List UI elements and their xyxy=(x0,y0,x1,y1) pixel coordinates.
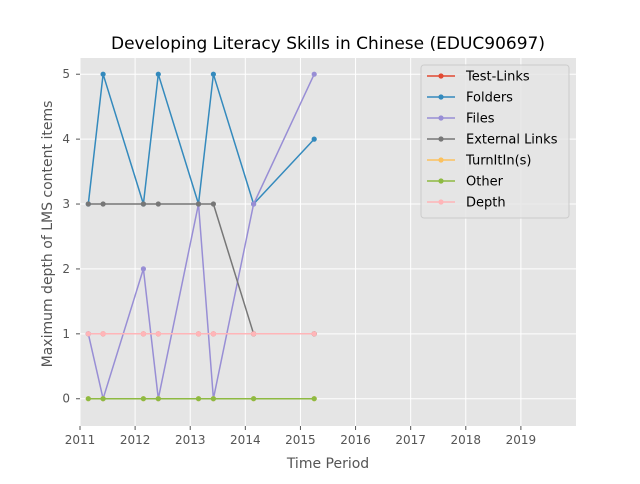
y-tick-label: 2 xyxy=(62,262,70,276)
legend-marker-external-links xyxy=(438,136,444,142)
legend-label-other: Other xyxy=(466,175,504,190)
chart-title: Developing Literacy Skills in Chinese (E… xyxy=(111,34,545,54)
x-tick-label: 2013 xyxy=(175,433,206,447)
data-point-other xyxy=(311,396,317,402)
data-point-depth xyxy=(100,331,106,337)
data-point-depth xyxy=(85,331,91,337)
legend: Test-Links Folders Files External Links Turn… xyxy=(420,64,570,219)
series-layer xyxy=(85,71,317,402)
data-point-external-links xyxy=(100,201,106,207)
y-axis-label: Maximum depth of LMS content items xyxy=(40,101,56,368)
x-tick-label: 2014 xyxy=(230,433,261,447)
x-tick-label: 2017 xyxy=(395,433,426,447)
data-point-external-links xyxy=(195,201,202,207)
legend-marker-files xyxy=(438,115,444,121)
data-point-depth xyxy=(251,331,257,337)
y-tick-label: 1 xyxy=(62,327,70,341)
legend-label-depth: Depth xyxy=(466,196,506,211)
data-point-files xyxy=(140,266,146,272)
series-line-files xyxy=(87,73,315,400)
legend-marker-turnitin-s xyxy=(438,157,444,163)
data-point-depth xyxy=(140,331,146,337)
y-tick-label: 4 xyxy=(62,132,70,146)
data-point-depth xyxy=(155,331,161,337)
x-axis-label: Time Period xyxy=(286,456,369,472)
legend-label-test-links: Test-Links xyxy=(465,70,530,85)
data-point-other xyxy=(100,396,106,402)
data-point-files xyxy=(311,71,317,77)
series-line-external-links xyxy=(88,203,315,335)
data-point-other xyxy=(251,396,257,402)
data-point-folders xyxy=(311,136,317,142)
y-tick-label: 5 xyxy=(62,67,70,81)
legend-label-files: Files xyxy=(466,112,495,127)
data-point-depth xyxy=(311,331,317,337)
y-tick-label: 0 xyxy=(62,392,70,406)
legend-label-folders: Folders xyxy=(466,91,513,106)
data-point-depth xyxy=(210,331,216,337)
x-tick-label: 2011 xyxy=(65,433,96,447)
y-tick-label: 3 xyxy=(62,197,70,211)
legend-box xyxy=(420,64,570,219)
data-point-folders xyxy=(155,71,161,77)
tick-layer: 2011 2012 2013 2014 2015 2016 2017 2018 2019 0 1 2 3… xyxy=(62,67,536,447)
data-point-other xyxy=(140,396,146,402)
legend-marker-test-links xyxy=(438,73,444,79)
x-tick-label: 2019 xyxy=(506,433,537,447)
data-point-external-links xyxy=(85,201,91,207)
x-tick-label: 2016 xyxy=(340,433,371,447)
data-point-other xyxy=(210,396,216,402)
legend-label-external-links: External Links xyxy=(466,133,558,148)
legend-marker-depth xyxy=(438,199,444,205)
data-point-folders xyxy=(210,71,216,77)
legend-marker-other xyxy=(438,178,444,184)
legend-label-turnitin-s: TurnItIn(s) xyxy=(465,154,531,169)
x-tick-label: 2012 xyxy=(120,433,151,447)
series-depth xyxy=(85,331,317,337)
series-line-folders xyxy=(87,73,315,205)
data-point-other xyxy=(195,396,202,402)
data-point-external-links xyxy=(210,201,216,207)
data-point-other xyxy=(85,396,91,402)
data-point-external-links xyxy=(140,201,146,207)
data-point-other xyxy=(155,396,161,402)
series-other xyxy=(85,396,317,402)
x-tick-label: 2015 xyxy=(285,433,316,447)
data-point-depth xyxy=(195,331,202,337)
data-point-external-links xyxy=(155,201,161,207)
data-point-folders xyxy=(100,71,106,77)
data-point-files xyxy=(251,201,257,207)
legend-marker-folders xyxy=(438,94,444,100)
x-tick-label: 2018 xyxy=(451,433,482,447)
